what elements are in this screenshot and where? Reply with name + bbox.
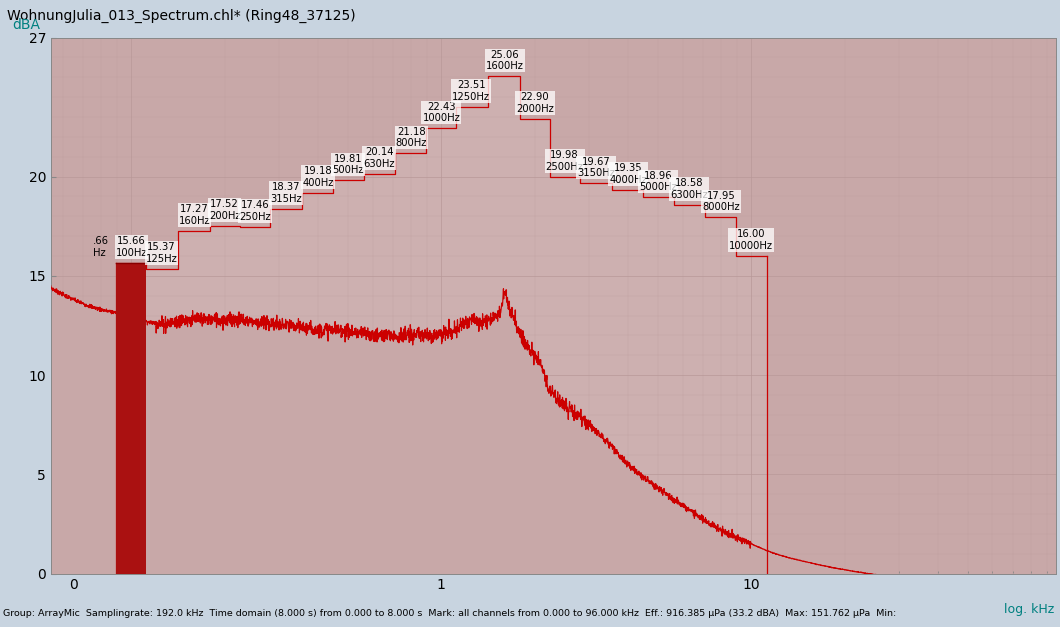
Bar — [488, 76, 519, 574]
Bar — [580, 183, 612, 574]
Text: WohnungJulia_013_Spectrum.chl* (Ring48_37125): WohnungJulia_013_Spectrum.chl* (Ring48_3… — [7, 8, 356, 23]
Bar — [116, 263, 146, 574]
Bar — [270, 209, 302, 574]
Text: 22.90
2000Hz: 22.90 2000Hz — [516, 92, 553, 114]
Text: 23.51
1250Hz: 23.51 1250Hz — [453, 80, 491, 102]
Bar — [210, 226, 240, 574]
Bar — [116, 263, 146, 574]
Bar — [673, 205, 705, 574]
Bar — [550, 177, 580, 574]
Text: Group: ArrayMic  Samplingrate: 192.0 kHz  Time domain (8.000 s) from 0.000 to 8.: Group: ArrayMic Samplingrate: 192.0 kHz … — [3, 609, 897, 618]
Bar — [395, 153, 426, 574]
Text: 16.00
10000Hz: 16.00 10000Hz — [729, 229, 774, 251]
Bar — [146, 268, 178, 574]
Bar — [643, 198, 673, 574]
Text: 19.98
2500Hz: 19.98 2500Hz — [546, 150, 584, 172]
Bar — [240, 227, 270, 574]
Bar — [457, 107, 488, 574]
Y-axis label: dBA: dBA — [12, 18, 40, 32]
Text: 15.66
100Hz: 15.66 100Hz — [116, 236, 147, 258]
Text: 22.43
1000Hz: 22.43 1000Hz — [423, 102, 460, 124]
Bar — [178, 231, 210, 574]
Text: 1: 1 — [437, 578, 446, 592]
Bar — [612, 189, 643, 574]
Text: 18.96
5000Hz: 18.96 5000Hz — [639, 171, 677, 192]
Text: 19.35
4000Hz: 19.35 4000Hz — [610, 163, 647, 184]
Text: .66
Hz: .66 Hz — [92, 236, 108, 258]
Text: 20.14
630Hz: 20.14 630Hz — [364, 147, 395, 169]
Text: 17.46
250Hz: 17.46 250Hz — [238, 201, 270, 222]
Text: 17.52
200Hz: 17.52 200Hz — [209, 199, 241, 221]
Text: 18.58
6300Hz: 18.58 6300Hz — [670, 178, 708, 200]
Text: 19.67
3150Hz: 19.67 3150Hz — [577, 157, 615, 178]
Text: log. kHz: log. kHz — [1004, 603, 1054, 616]
Text: 18.37
315Hz: 18.37 315Hz — [270, 182, 302, 204]
Text: 25.06
1600Hz: 25.06 1600Hz — [485, 50, 524, 71]
Text: 17.95
8000Hz: 17.95 8000Hz — [703, 191, 740, 213]
Bar — [426, 129, 457, 574]
Bar — [302, 193, 333, 574]
Text: 21.18
800Hz: 21.18 800Hz — [395, 127, 427, 148]
Text: 19.18
400Hz: 19.18 400Hz — [302, 166, 334, 188]
Text: 19.81
500Hz: 19.81 500Hz — [332, 154, 364, 176]
Bar — [737, 256, 766, 574]
Bar — [364, 174, 395, 574]
Bar — [333, 181, 364, 574]
Bar — [705, 218, 737, 574]
Bar — [519, 119, 550, 574]
Text: 15.37
125Hz: 15.37 125Hz — [145, 242, 177, 263]
Text: 0: 0 — [69, 578, 77, 592]
Text: 10: 10 — [742, 578, 760, 592]
Text: 17.27
160Hz: 17.27 160Hz — [179, 204, 211, 226]
